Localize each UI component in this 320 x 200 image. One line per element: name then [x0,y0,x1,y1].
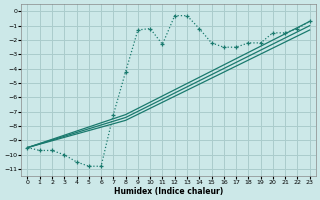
X-axis label: Humidex (Indice chaleur): Humidex (Indice chaleur) [114,187,223,196]
